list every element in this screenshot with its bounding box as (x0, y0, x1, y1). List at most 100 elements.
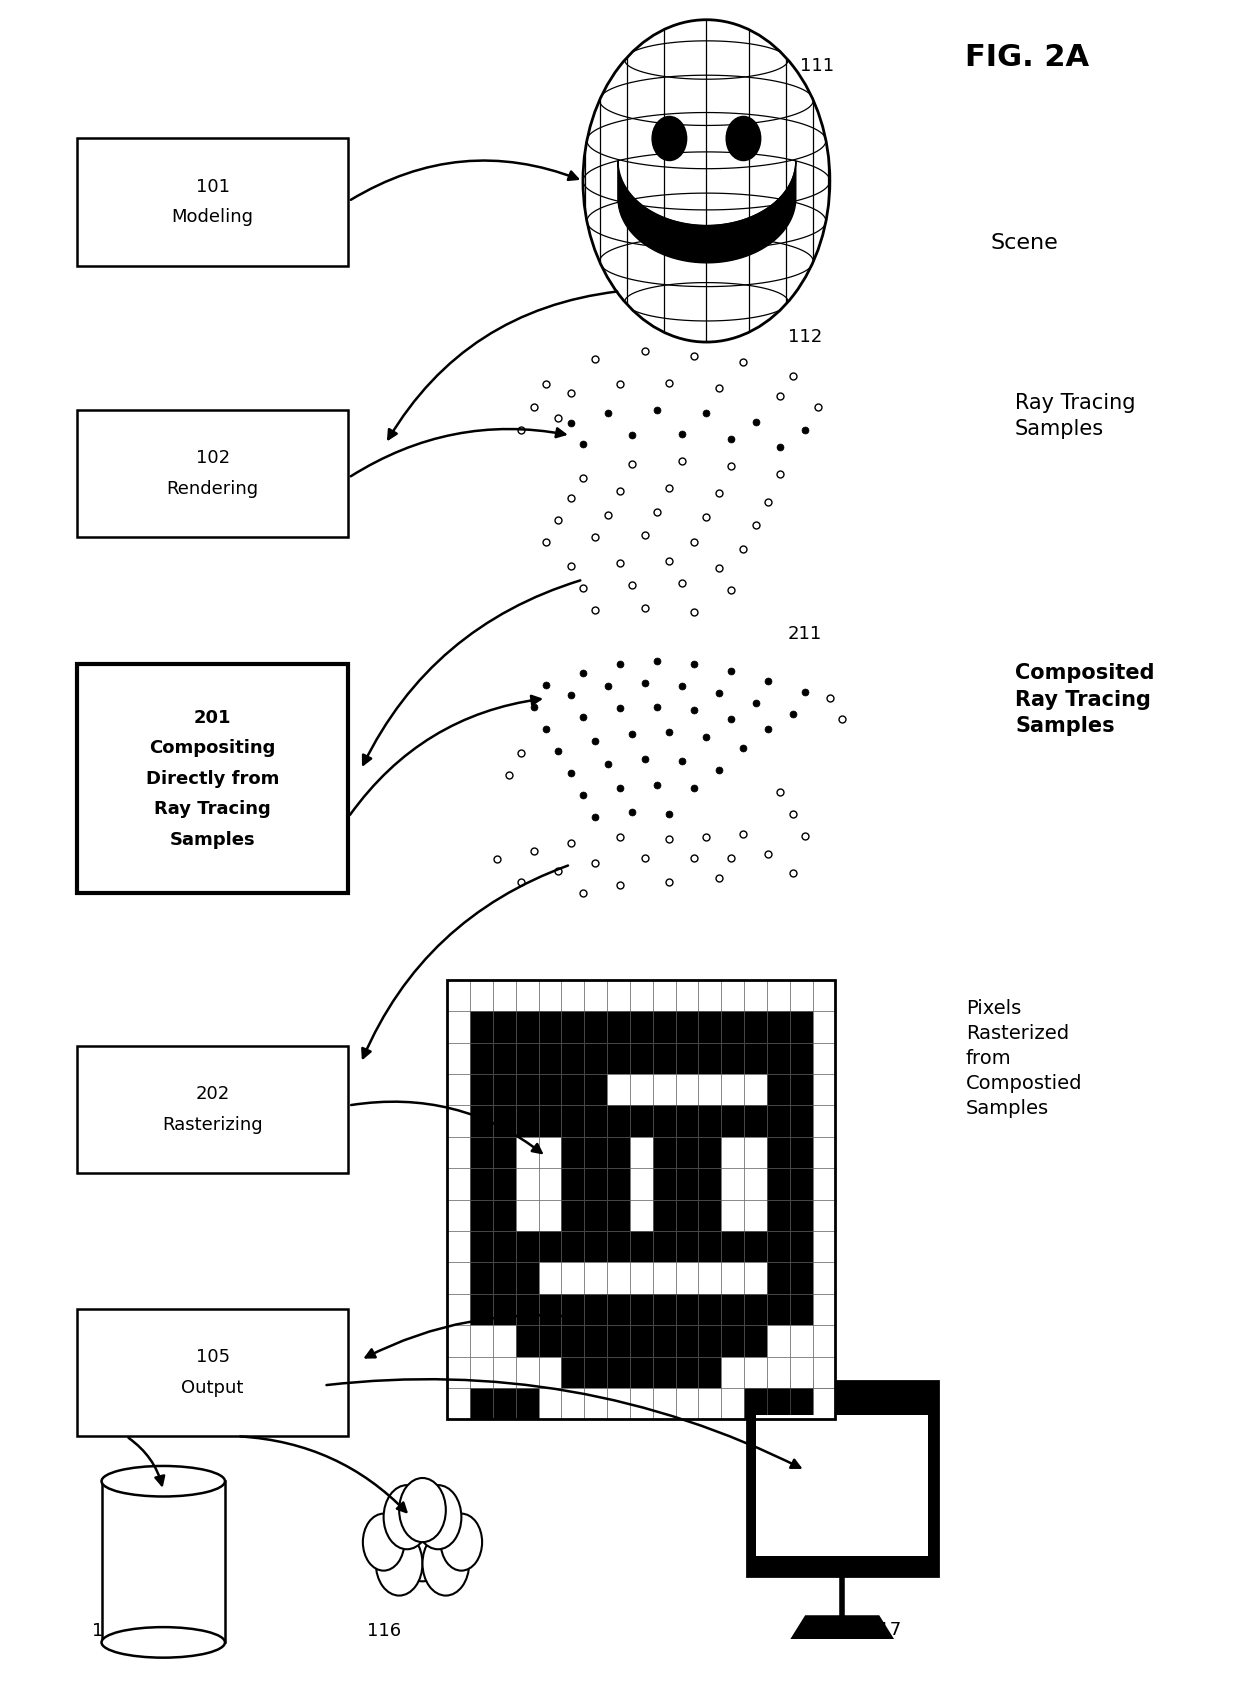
Text: 112: 112 (789, 328, 822, 346)
Bar (516, 980, 538, 1011)
Bar (676, 1356, 698, 1387)
Text: Rasterizing: Rasterizing (162, 1117, 263, 1134)
Polygon shape (790, 1615, 894, 1639)
Bar (584, 1326, 608, 1356)
Bar (790, 980, 812, 1011)
Bar (744, 1387, 766, 1419)
Bar (790, 1074, 812, 1106)
Bar (630, 1387, 652, 1419)
Bar (608, 1387, 630, 1419)
Bar (812, 1294, 836, 1326)
Text: 117: 117 (867, 1620, 901, 1639)
Bar (608, 1326, 630, 1356)
Bar (630, 1356, 652, 1387)
Bar (630, 1043, 652, 1074)
Ellipse shape (102, 1627, 224, 1658)
Text: Directly from: Directly from (146, 769, 279, 788)
Bar (562, 1074, 584, 1106)
Bar (722, 1043, 744, 1074)
FancyArrowPatch shape (366, 1316, 580, 1358)
Bar (630, 1137, 652, 1168)
Bar (584, 1074, 608, 1106)
Bar (562, 1106, 584, 1137)
Bar (584, 1294, 608, 1326)
Bar (608, 1263, 630, 1294)
Bar (630, 1263, 652, 1294)
Bar (630, 980, 652, 1011)
Bar (538, 980, 562, 1011)
Text: 202: 202 (196, 1086, 229, 1103)
Bar (492, 1294, 516, 1326)
Text: 102: 102 (196, 449, 229, 468)
FancyBboxPatch shape (77, 664, 348, 894)
Bar (676, 1231, 698, 1263)
Bar (698, 1387, 722, 1419)
Bar (538, 1294, 562, 1326)
Bar (448, 1168, 470, 1200)
FancyArrowPatch shape (351, 429, 565, 477)
Bar (812, 1011, 836, 1043)
FancyArrowPatch shape (129, 1438, 164, 1486)
FancyArrowPatch shape (351, 160, 578, 199)
FancyArrowPatch shape (350, 696, 541, 815)
Bar (790, 1294, 812, 1326)
Bar (790, 1231, 812, 1263)
Bar (766, 1106, 790, 1137)
Bar (562, 1137, 584, 1168)
Bar (630, 1106, 652, 1137)
Bar (652, 1043, 676, 1074)
Bar (584, 1231, 608, 1263)
Bar (790, 1106, 812, 1137)
Bar (584, 1106, 608, 1137)
Bar (608, 1074, 630, 1106)
Bar (584, 1356, 608, 1387)
Ellipse shape (583, 20, 830, 342)
Bar (470, 1074, 492, 1106)
Bar (790, 1168, 812, 1200)
Bar (790, 1387, 812, 1419)
Bar (676, 1387, 698, 1419)
Bar (766, 1356, 790, 1387)
Bar (562, 980, 584, 1011)
Bar (744, 1168, 766, 1200)
Bar (516, 1387, 538, 1419)
Bar (766, 1326, 790, 1356)
Bar (652, 980, 676, 1011)
Circle shape (394, 1503, 451, 1581)
Bar (630, 1011, 652, 1043)
Bar (766, 1137, 790, 1168)
Bar (492, 1106, 516, 1137)
Bar (766, 1387, 790, 1419)
Bar (744, 1011, 766, 1043)
Bar (698, 1263, 722, 1294)
Bar (746, 1380, 937, 1576)
Bar (448, 1294, 470, 1326)
Ellipse shape (727, 116, 760, 160)
Text: Modeling: Modeling (171, 208, 254, 226)
Bar (744, 1356, 766, 1387)
Bar (608, 1043, 630, 1074)
Bar (470, 1326, 492, 1356)
Bar (722, 1074, 744, 1106)
Bar (562, 1231, 584, 1263)
Text: 212: 212 (800, 1023, 835, 1042)
Bar (744, 1137, 766, 1168)
Bar (766, 1294, 790, 1326)
Bar (698, 1200, 722, 1231)
Bar (448, 1011, 470, 1043)
Bar (562, 1043, 584, 1074)
Ellipse shape (652, 116, 687, 160)
Bar (516, 1200, 538, 1231)
Bar (790, 1137, 812, 1168)
Bar (470, 1106, 492, 1137)
Bar (630, 1294, 652, 1326)
Bar (516, 1011, 538, 1043)
Bar (608, 1137, 630, 1168)
Text: Pixels
Rasterized
from
Compostied
Samples: Pixels Rasterized from Compostied Sample… (966, 999, 1083, 1118)
FancyBboxPatch shape (77, 410, 348, 538)
FancyArrowPatch shape (351, 1101, 542, 1152)
Bar (492, 1011, 516, 1043)
Bar (652, 1011, 676, 1043)
Bar (766, 1043, 790, 1074)
Bar (630, 1200, 652, 1231)
